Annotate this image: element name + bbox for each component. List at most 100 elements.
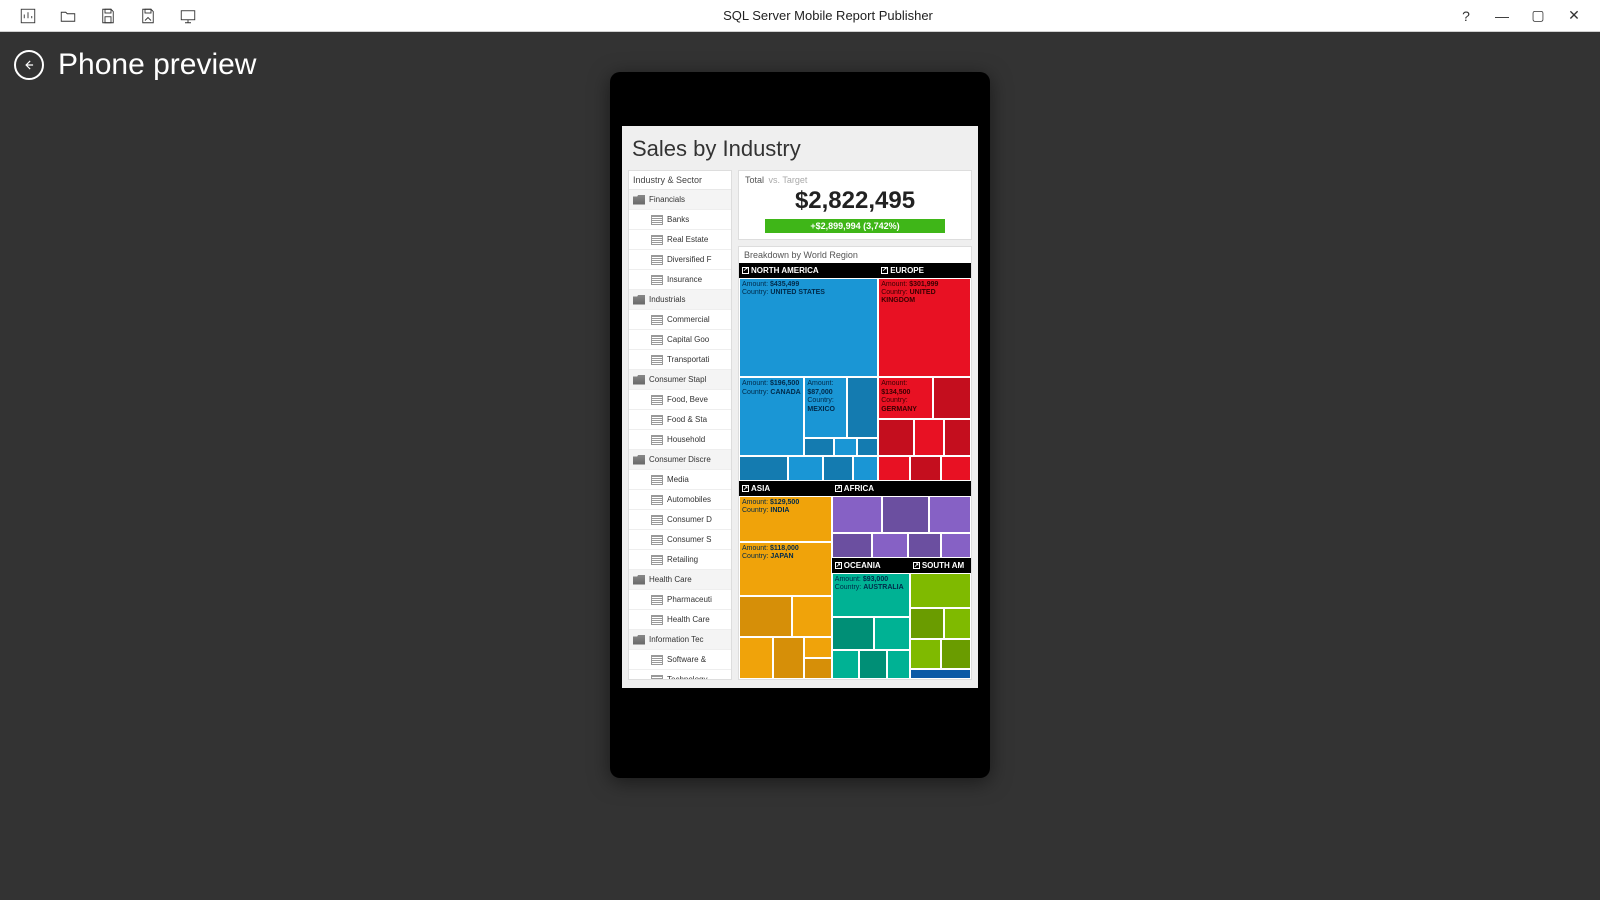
treemap-cell[interactable] <box>878 456 910 481</box>
treemap-cell[interactable] <box>944 608 971 639</box>
save-as-icon[interactable] <box>128 0 168 32</box>
treemap-cell[interactable] <box>857 438 878 457</box>
tree-subitem[interactable]: Automobiles <box>629 490 731 510</box>
tree-subitem[interactable]: Commercial <box>629 310 731 330</box>
treemap-cell[interactable]: Amount: $196,500Country: CANADA <box>739 377 804 456</box>
expand-icon[interactable]: ↗ <box>742 485 749 492</box>
treemap-cell[interactable]: Amount: $129,500Country: INDIA <box>739 496 832 542</box>
treemap-cell[interactable] <box>941 456 971 481</box>
region-header[interactable]: ↗SOUTH AM <box>910 558 971 573</box>
treemap-cell[interactable]: Amount: $87,000Country: MEXICO <box>804 377 846 437</box>
treemap-cell[interactable] <box>910 456 942 481</box>
treemap-cell[interactable] <box>739 456 788 481</box>
treemap-cell[interactable]: Amount: $118,000Country: JAPAN <box>739 542 832 596</box>
tree-category[interactable]: Consumer Discre <box>629 450 731 470</box>
treemap-cell[interactable] <box>910 608 944 639</box>
treemap-cell[interactable] <box>739 637 773 679</box>
maximize-button[interactable]: ▢ <box>1520 0 1556 32</box>
treemap-cell[interactable] <box>941 533 971 558</box>
treemap-cell[interactable] <box>739 596 792 638</box>
expand-icon[interactable]: ↗ <box>881 267 888 274</box>
treemap-cell[interactable] <box>887 650 910 679</box>
expand-icon[interactable]: ↗ <box>913 562 920 569</box>
tree-subitem[interactable]: Food & Sta <box>629 410 731 430</box>
tree-category[interactable]: Health Care <box>629 570 731 590</box>
treemap-cell[interactable] <box>832 650 859 679</box>
tree-category[interactable]: Financials <box>629 190 731 210</box>
region-header[interactable]: ↗AFRICA <box>832 481 971 496</box>
tree-subitem[interactable]: Banks <box>629 210 731 230</box>
tree-subitem[interactable]: Pharmaceuti <box>629 590 731 610</box>
tree-subitem[interactable]: Software & <box>629 650 731 670</box>
treemap-cell[interactable]: Amount: $134,500Country: GERMANY <box>878 377 933 419</box>
tree-subitem[interactable]: Food, Beve <box>629 390 731 410</box>
treemap-title: Breakdown by World Region <box>739 247 971 263</box>
treemap-cell[interactable] <box>847 377 879 437</box>
tree-subitem[interactable]: Consumer D <box>629 510 731 530</box>
expand-icon[interactable]: ↗ <box>835 485 842 492</box>
treemap-cell[interactable] <box>804 637 831 658</box>
treemap-cell[interactable] <box>882 496 928 533</box>
treemap-cell[interactable] <box>832 496 883 533</box>
tree-item-label: Retailing <box>667 555 698 564</box>
region-header[interactable]: ↗EUROPE <box>878 263 971 278</box>
treemap-cell[interactable] <box>910 573 971 608</box>
region-header[interactable]: ↗ASIA <box>739 481 832 496</box>
chart-icon[interactable] <box>8 0 48 32</box>
minimize-button[interactable]: — <box>1484 0 1520 32</box>
tree-subitem[interactable]: Consumer S <box>629 530 731 550</box>
tree-category[interactable]: Information Tec <box>629 630 731 650</box>
close-button[interactable]: ✕ <box>1556 0 1592 32</box>
expand-icon[interactable]: ↗ <box>835 562 842 569</box>
treemap-cell[interactable] <box>823 456 853 481</box>
expand-icon[interactable]: ↗ <box>742 267 749 274</box>
treemap-cell[interactable]: Amount: $93,000Country: AUSTRALIA <box>832 573 910 617</box>
document-icon <box>651 315 663 325</box>
help-button[interactable]: ? <box>1448 0 1484 32</box>
treemap-cell[interactable] <box>832 617 874 650</box>
treemap-cell[interactable] <box>872 533 908 558</box>
tree-subitem[interactable]: Capital Goo <box>629 330 731 350</box>
treemap-cell[interactable]: Amount: $435,499Country: UNITED STATES <box>739 278 878 378</box>
tree-subitem[interactable]: Insurance <box>629 270 731 290</box>
treemap-cell[interactable] <box>910 639 942 668</box>
tree-subitem[interactable]: Retailing <box>629 550 731 570</box>
tree-subitem[interactable]: Technology <box>629 670 731 679</box>
treemap-cell[interactable] <box>788 456 824 481</box>
save-icon[interactable] <box>88 0 128 32</box>
region-header[interactable]: ↗NORTH AMERICA <box>739 263 878 278</box>
connect-icon[interactable] <box>168 0 208 32</box>
tree-category[interactable]: Industrials <box>629 290 731 310</box>
treemap-cell[interactable] <box>944 419 971 456</box>
treemap-cell[interactable] <box>804 438 834 457</box>
region-header[interactable]: ↗OCEANIA <box>832 558 910 573</box>
treemap-cell[interactable] <box>832 533 872 558</box>
treemap-cell[interactable] <box>914 419 944 456</box>
treemap-cell[interactable] <box>941 639 971 668</box>
treemap-cell[interactable] <box>804 658 831 679</box>
tree-category[interactable]: Consumer Stapl <box>629 370 731 390</box>
treemap-cell[interactable] <box>874 617 910 650</box>
treemap-area[interactable]: Amount: $435,499Country: UNITED STATESAm… <box>739 263 971 679</box>
phone-frame: Sales by Industry Industry & Sector Fina… <box>610 72 990 778</box>
treemap-cell[interactable] <box>853 456 878 481</box>
tree-list[interactable]: FinancialsBanksReal EstateDiversified FI… <box>629 190 731 679</box>
tree-subitem[interactable]: Household <box>629 430 731 450</box>
tree-subitem[interactable]: Diversified F <box>629 250 731 270</box>
treemap-cell[interactable] <box>910 669 971 679</box>
treemap-cell[interactable] <box>908 533 942 558</box>
treemap-cell[interactable] <box>878 419 914 456</box>
tree-subitem[interactable]: Real Estate <box>629 230 731 250</box>
treemap-cell[interactable]: Amount: $301,999Country: UNITED KINGDOM <box>878 278 971 378</box>
tree-subitem[interactable]: Transportati <box>629 350 731 370</box>
treemap-cell[interactable] <box>933 377 971 419</box>
treemap-cell[interactable] <box>792 596 832 638</box>
open-icon[interactable] <box>48 0 88 32</box>
tree-subitem[interactable]: Health Care <box>629 610 731 630</box>
treemap-cell[interactable] <box>773 637 805 679</box>
treemap-cell[interactable] <box>859 650 886 679</box>
tree-subitem[interactable]: Media <box>629 470 731 490</box>
back-button[interactable] <box>14 50 44 80</box>
treemap-cell[interactable] <box>834 438 857 457</box>
treemap-cell[interactable] <box>929 496 971 533</box>
